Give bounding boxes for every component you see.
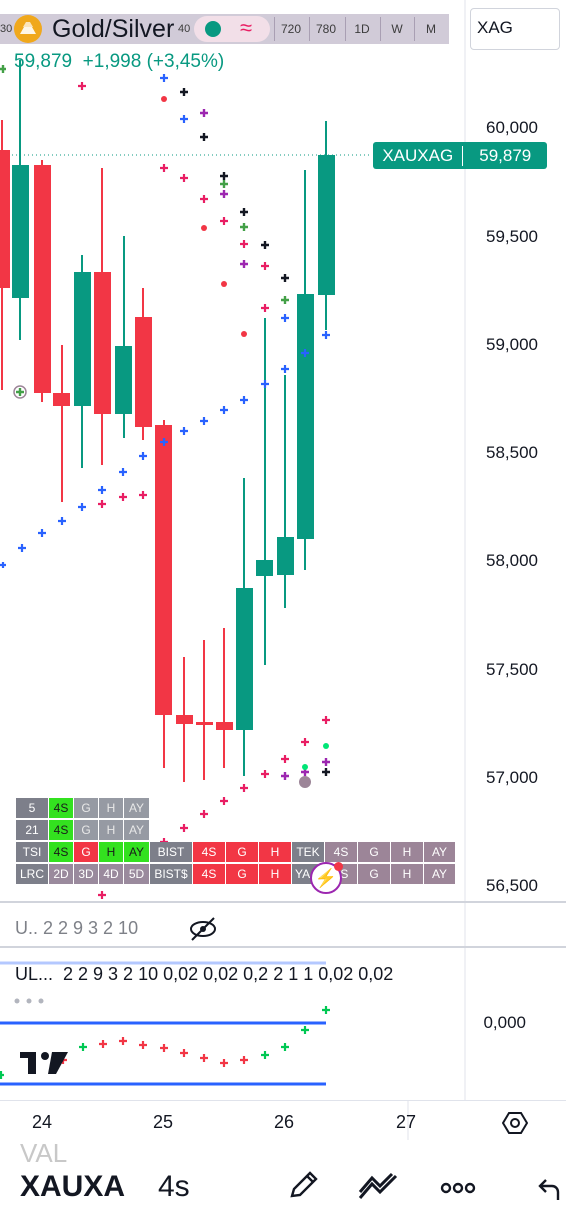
table-cell: G xyxy=(358,842,390,862)
gold-bars-icon xyxy=(14,15,42,43)
table-cell: H xyxy=(99,820,123,840)
pane-dots xyxy=(14,998,44,1004)
table-cell: TSI xyxy=(16,842,48,862)
table-cell: AY xyxy=(124,798,149,818)
table-cell: LRC xyxy=(16,864,48,884)
pane-separator[interactable] xyxy=(0,901,566,903)
indicator-axis-value: 0,000 xyxy=(483,1013,526,1032)
indicator-stats-line[interactable]: UL... 2 2 9 3 2 10 0,02 0,02 0,2 2 1 1 0… xyxy=(15,964,394,984)
table-cell: H xyxy=(391,864,423,884)
alert-dot xyxy=(334,862,343,871)
price-axis-label: 57,000 xyxy=(486,768,538,787)
pane-separator[interactable] xyxy=(0,946,566,948)
indicator-stats-collapsed[interactable]: U.. 2 2 9 3 2 10 xyxy=(15,918,139,938)
table-cell: 4S xyxy=(49,798,73,818)
table-cell: 4S xyxy=(49,820,73,840)
undo-icon[interactable] xyxy=(536,1174,562,1205)
tf-m[interactable]: M xyxy=(414,17,447,41)
date-axis xyxy=(0,1100,566,1141)
symbol-search-text[interactable]: XAG xyxy=(477,18,513,37)
misc-markers xyxy=(0,65,330,780)
table-cell: AY xyxy=(424,842,455,862)
table-cell: 4S xyxy=(193,864,225,884)
table-cell: H xyxy=(99,798,123,818)
table-cell: 5D xyxy=(124,864,149,884)
table-cell: 4S xyxy=(49,842,73,862)
lightning-icon: ⚡ xyxy=(314,868,338,888)
table-cell: H xyxy=(391,842,423,862)
table-cell: 21 xyxy=(16,820,48,840)
table-cell: 5 xyxy=(16,798,48,818)
table-cell: AY xyxy=(124,820,149,840)
table-cell: AY xyxy=(424,864,455,884)
table-cell: H xyxy=(99,842,123,862)
legend-partial-2: 40 xyxy=(178,23,191,35)
price-axis-label: 58,500 xyxy=(486,443,538,462)
table-cell: 4D xyxy=(99,864,123,884)
candles xyxy=(0,60,335,782)
settings-hex-icon[interactable] xyxy=(501,1110,529,1141)
pencil-icon[interactable] xyxy=(288,1170,320,1205)
table-cell: G xyxy=(74,820,98,840)
hide-eye-icon[interactable] xyxy=(188,916,218,947)
table-cell: G xyxy=(226,864,258,884)
price-axis-label: 60,000 xyxy=(486,118,538,137)
price-axis-label: 59,000 xyxy=(486,335,538,354)
legend-partial-1: 30 xyxy=(0,23,13,35)
sar-markers xyxy=(0,74,330,568)
data-delay-icon: ≈ xyxy=(240,15,253,40)
tf-1d[interactable]: 1D xyxy=(345,17,378,41)
market-status-icon xyxy=(205,21,221,37)
last-price-badge: XAUXAG 59,879 xyxy=(373,142,547,169)
tf-w[interactable]: W xyxy=(380,17,413,41)
table-cell: 3D xyxy=(74,864,98,884)
table-cell: G xyxy=(74,842,98,862)
bottom-symbol-button[interactable]: XAUXA xyxy=(20,1170,126,1203)
date-axis-label: 25 xyxy=(153,1112,174,1132)
table-cell: H xyxy=(259,842,291,862)
symbol-title[interactable]: Gold/Silver xyxy=(52,15,175,43)
price-axis-label: 57,500 xyxy=(486,660,538,679)
table-cell: BIST xyxy=(150,842,192,862)
table-cell: BIST$ xyxy=(150,864,192,884)
tf-780[interactable]: 780 xyxy=(309,17,342,41)
tf-720[interactable]: 720 xyxy=(274,17,307,41)
table-cell: 4S xyxy=(325,842,357,862)
more-icon[interactable] xyxy=(440,1180,476,1201)
table-cell: AY xyxy=(124,842,149,862)
table-cell: H xyxy=(259,864,291,884)
tradingview-logo xyxy=(20,1052,68,1074)
drawing-tools-icon[interactable] xyxy=(358,1172,400,1205)
table-cell: TEK xyxy=(292,842,324,862)
last-price-value: 59,879 xyxy=(479,145,532,165)
price-axis-label: 58,000 xyxy=(486,551,538,570)
last-price-symbol: XAUXAG xyxy=(373,145,464,166)
date-axis-label: 26 xyxy=(274,1112,295,1132)
price-axis-label: 59,500 xyxy=(486,227,538,246)
date-axis-label: 27 xyxy=(396,1112,417,1132)
table-cell: 2D xyxy=(49,864,73,884)
bottom-toolbar xyxy=(0,1140,566,1200)
lightning-button[interactable]: ⚡ xyxy=(310,862,342,894)
symbol-search-box[interactable] xyxy=(470,8,560,50)
pink-markers xyxy=(78,82,330,899)
date-axis-label: 24 xyxy=(32,1112,53,1132)
table-cell: 4S xyxy=(193,842,225,862)
table-cell: G xyxy=(358,864,390,884)
price-change-line: 59,879 +1,998 (+3,45%) xyxy=(14,51,225,72)
bottom-timeframe-button[interactable]: 4s xyxy=(158,1170,190,1203)
bottom-faded-text: VAL xyxy=(20,1138,68,1168)
price-axis-label: 56,500 xyxy=(486,876,538,895)
table-cell: G xyxy=(74,798,98,818)
dot-markers xyxy=(13,96,329,788)
table-cell: G xyxy=(226,842,258,862)
